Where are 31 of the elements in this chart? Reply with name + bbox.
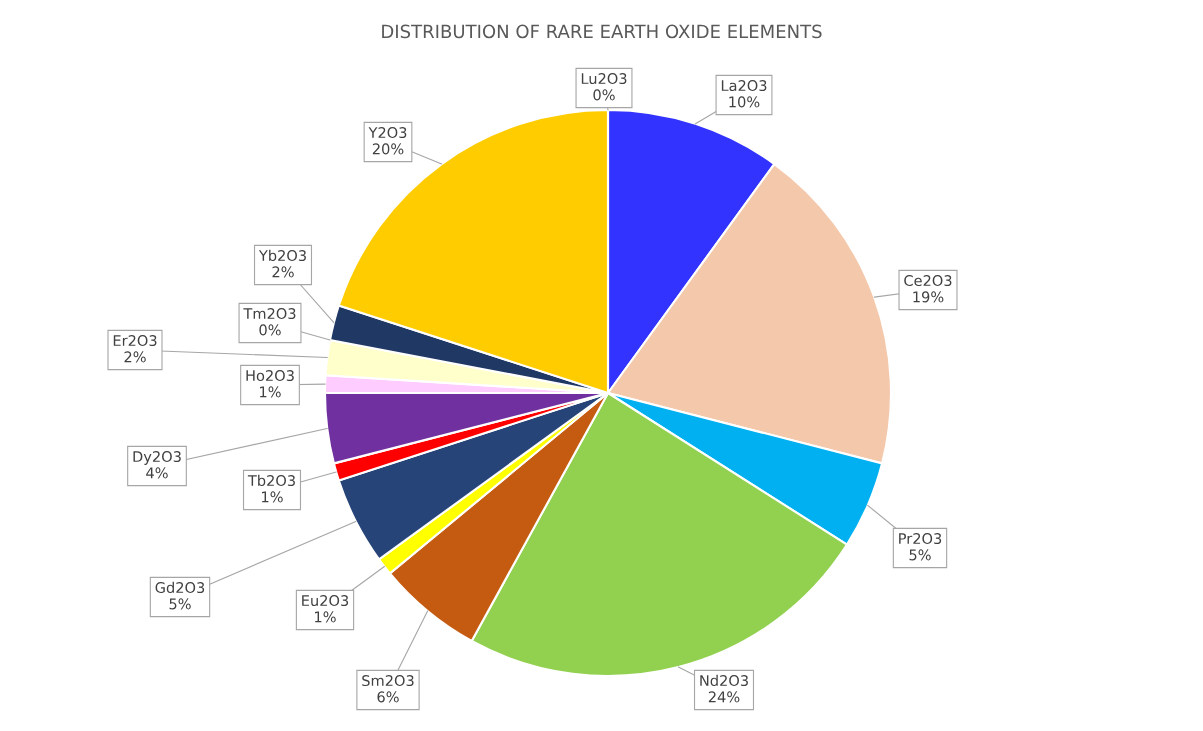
data-label: 5% <box>169 598 191 610</box>
slice-label: Tb2O3 <box>247 474 295 487</box>
text: 0% <box>259 324 281 336</box>
category-label: Tm2O3 <box>243 308 296 320</box>
slice-label: La2O3 <box>721 80 767 92</box>
data-label: 1% <box>262 491 283 503</box>
data-label: 20% <box>372 143 404 155</box>
slice-label: Yb2O3 <box>258 249 306 262</box>
data-label: 24% <box>708 691 740 703</box>
data-label: 5% <box>909 549 931 561</box>
chart-title: DISTRIBUTION OF RARE EARTH OXIDE ELEMENTS <box>382 24 822 39</box>
slice-label: Pr2O3 <box>899 533 942 545</box>
slice-label: Ce2O3 <box>904 275 952 287</box>
data-label: 19% <box>913 291 944 303</box>
slice-label: Gd2O3 <box>155 581 205 594</box>
slice-label: Dy2O3 <box>133 451 181 465</box>
data-label: 10% <box>729 96 760 108</box>
slice-label: Eu2O3 <box>302 595 349 607</box>
slice-label: Er2O3 <box>113 335 157 347</box>
data-label: 1% <box>315 611 336 623</box>
data-label: 1% <box>260 386 281 398</box>
slice-label: Sm2O3 <box>362 675 414 687</box>
data-label: 6% <box>377 691 399 703</box>
data-label: 2% <box>124 351 146 363</box>
text: 0% <box>593 89 615 101</box>
data-label: 2% <box>272 266 294 278</box>
data-label: 4% <box>146 467 168 479</box>
slice-label: Y2O3 <box>368 127 407 139</box>
slice-label: Nd2O3 <box>700 674 748 687</box>
category-label: Lu2O3 <box>581 73 627 85</box>
slice-label: Ho2O3 <box>246 370 294 382</box>
